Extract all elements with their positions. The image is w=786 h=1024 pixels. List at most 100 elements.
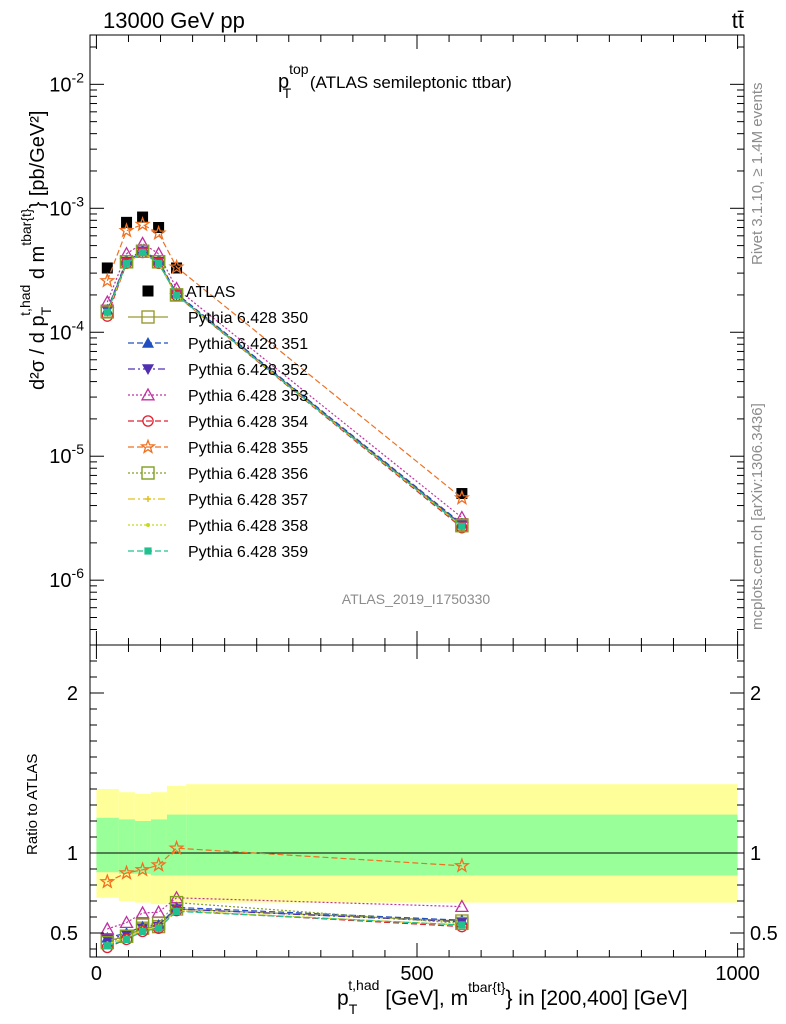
legend-label: Pythia 6.428 354 bbox=[188, 414, 308, 431]
legend-marker bbox=[145, 496, 151, 502]
data-point bbox=[118, 222, 135, 238]
ratio-panel: 0.5 0.5 1 1 2 2 0 500 1000 bbox=[50, 644, 778, 985]
data-point bbox=[155, 259, 163, 267]
y-tick-label-ratio-right: 1 bbox=[750, 843, 761, 865]
legend-label: Pythia 6.428 356 bbox=[188, 466, 308, 483]
data-point bbox=[456, 488, 468, 500]
y-tick-label-main: 10-4 bbox=[49, 317, 84, 344]
y-tick-label-ratio-right: 0.5 bbox=[750, 923, 778, 945]
ratio-point bbox=[458, 921, 466, 929]
data-point bbox=[456, 521, 468, 534]
mcplots-label: mcplots.cern.ch [arXiv:1306.3436] bbox=[749, 403, 766, 630]
series-355 bbox=[99, 215, 470, 505]
plot-title-sup: top bbox=[289, 61, 309, 77]
x-axis-label: pTt,had [GeV], mtbar{t}} in [200,400] [G… bbox=[337, 977, 688, 1017]
ratio-point bbox=[100, 921, 115, 935]
legend-marker bbox=[142, 415, 154, 427]
ratio-point bbox=[454, 899, 469, 913]
band-inner bbox=[134, 821, 151, 874]
plot-title-main: p bbox=[278, 71, 289, 93]
series-line bbox=[106, 251, 463, 527]
legend-label: Pythia 6.428 355 bbox=[188, 440, 308, 457]
legend-entry: Pythia 6.428 354 bbox=[128, 414, 308, 431]
data-point bbox=[172, 291, 181, 299]
data-point bbox=[122, 259, 131, 267]
ratio-line bbox=[107, 910, 462, 947]
legend-marker bbox=[142, 337, 154, 348]
legend-marker bbox=[139, 438, 157, 454]
main-panel: 10-6 10-5 10-4 10-3 10-2 bbox=[49, 34, 745, 646]
ratio-point bbox=[103, 942, 111, 950]
ratio-point bbox=[453, 857, 471, 873]
y-tick-label-ratio: 0.5 bbox=[50, 923, 78, 945]
legend-label: Pythia 6.428 350 bbox=[188, 310, 308, 327]
legend-marker bbox=[141, 466, 155, 480]
data-point bbox=[138, 248, 147, 257]
ratio-point bbox=[120, 933, 133, 946]
ratio-point bbox=[150, 856, 167, 872]
header-left: 13000 GeV pp bbox=[103, 8, 245, 33]
legend-label: Pythia 6.428 359 bbox=[188, 544, 308, 561]
ratio-series-355 bbox=[99, 839, 471, 889]
legend-marker bbox=[142, 364, 154, 375]
data-point bbox=[171, 262, 183, 274]
band-inner bbox=[186, 814, 738, 876]
band-inner bbox=[96, 817, 119, 873]
band-inner bbox=[166, 814, 187, 876]
data-point bbox=[135, 244, 150, 258]
ratio-point bbox=[99, 873, 116, 889]
data-point bbox=[150, 224, 167, 241]
legend-label: Pythia 6.428 357 bbox=[188, 492, 308, 509]
x-tick-label: 500 bbox=[400, 963, 433, 985]
data-point bbox=[119, 255, 134, 269]
series-line bbox=[106, 249, 463, 525]
legend-entry: Pythia 6.428 355 bbox=[128, 438, 308, 457]
ratio-line bbox=[107, 906, 462, 939]
legend-entry: ATLAS bbox=[142, 284, 236, 301]
legend-marker bbox=[142, 285, 154, 297]
legend-entry: Pythia 6.428 350 bbox=[128, 310, 308, 327]
series-line bbox=[106, 242, 463, 519]
rivet-label: Rivet 3.1.10, ≥ 1.4M events bbox=[749, 83, 766, 266]
analysis-watermark: ATLAS_2019_I1750330 bbox=[342, 591, 491, 607]
legend-entry: Pythia 6.428 351 bbox=[128, 336, 308, 353]
legend-label: Pythia 6.428 352 bbox=[188, 362, 308, 379]
data-point bbox=[135, 236, 150, 249]
ratio-point bbox=[134, 861, 151, 877]
y-tick-label-main: 10-5 bbox=[49, 441, 84, 468]
y-tick-label-main: 10-2 bbox=[49, 69, 84, 96]
y-axis-label-main: d²σ / d pTt,had d mtbar{t}} [pb/GeV²] bbox=[17, 111, 54, 390]
data-point bbox=[100, 305, 115, 319]
legend-entry: Pythia 6.428 353 bbox=[128, 387, 308, 405]
legend: ATLAS Pythia 6.428 350 Pythia 6.428 351 Pyt… bbox=[128, 284, 308, 561]
band-inner bbox=[118, 819, 135, 874]
ratio-point bbox=[151, 904, 166, 918]
x-tick-label: 1000 bbox=[715, 963, 760, 985]
series-line bbox=[106, 250, 463, 526]
data-point bbox=[151, 255, 166, 269]
y-tick-label-main: 10-6 bbox=[49, 565, 84, 592]
legend-entry: Pythia 6.428 356 bbox=[128, 466, 308, 483]
ratio-point bbox=[168, 839, 185, 856]
ratio-point bbox=[119, 915, 134, 929]
data-point bbox=[103, 308, 111, 316]
data-point bbox=[168, 258, 185, 275]
data-point bbox=[169, 288, 184, 302]
ratio-line bbox=[107, 847, 462, 883]
legend-label: ATLAS bbox=[186, 284, 236, 301]
ratio-point bbox=[455, 916, 469, 931]
data-point bbox=[100, 294, 115, 308]
ratio-point bbox=[155, 924, 163, 932]
y-tick-label-ratio-right: 2 bbox=[750, 683, 761, 705]
legend-marker bbox=[144, 547, 152, 555]
legend-label: Pythia 6.428 351 bbox=[188, 336, 308, 353]
ratio-series-359 bbox=[103, 907, 466, 950]
ratio-point bbox=[101, 934, 114, 946]
plot-title: ptop T (ATLAS semileptonic ttbar) bbox=[278, 61, 512, 101]
legend-entry: Pythia 6.428 352 bbox=[128, 362, 308, 379]
y-tick-label-main: 10-3 bbox=[49, 193, 84, 220]
x-tick-label: 0 bbox=[91, 963, 102, 985]
legend-label: Pythia 6.428 353 bbox=[188, 388, 308, 405]
ratio-point bbox=[172, 907, 181, 915]
ratio-point bbox=[122, 935, 131, 943]
